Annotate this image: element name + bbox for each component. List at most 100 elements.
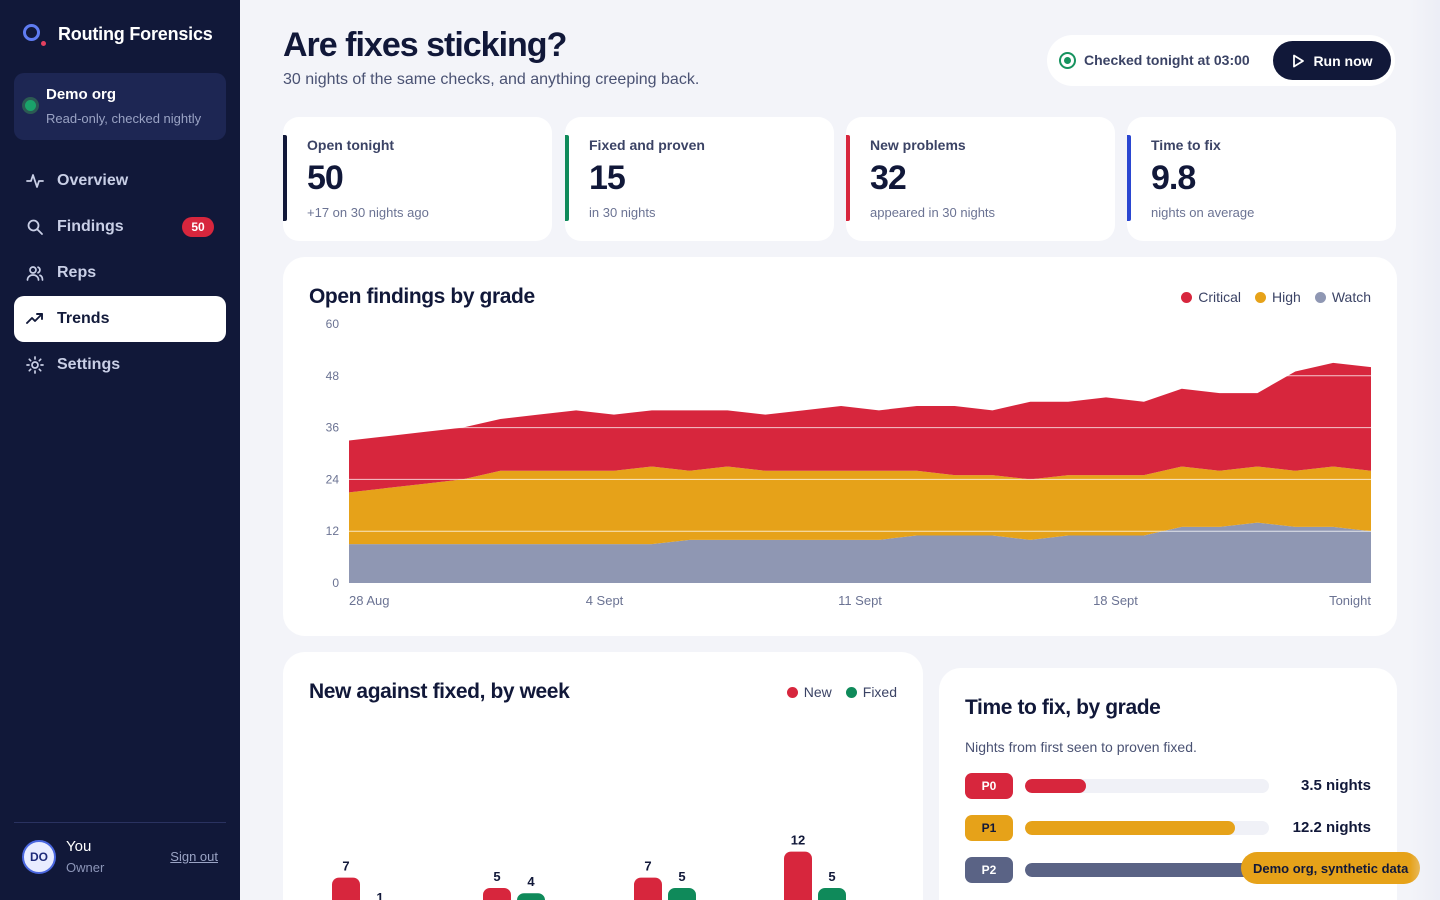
kpi-label: Time to fix: [1151, 137, 1221, 153]
run-now-label: Run now: [1313, 52, 1373, 69]
ttf-row-p2: P2: [965, 857, 1371, 883]
run-now-button[interactable]: Run now: [1273, 41, 1391, 80]
grade-tag: P1: [965, 815, 1013, 841]
sidebar-item-label: Trends: [57, 310, 110, 327]
kpi-value: 9.8: [1151, 159, 1196, 197]
kpi-accent: [1127, 135, 1131, 221]
sidebar-item-settings[interactable]: Settings: [14, 342, 226, 388]
kpi-sub: nights on average: [1151, 205, 1255, 220]
bar-value-label: 5: [828, 869, 835, 884]
kpi-value: 32: [870, 159, 907, 197]
chart-title: Open findings by grade: [309, 285, 535, 308]
sidebar-item-trends[interactable]: Trends: [14, 296, 226, 342]
bar-value-label: 4: [527, 874, 535, 889]
bar-new: [784, 851, 812, 900]
ttf-value: 3.5 nights: [1300, 777, 1371, 794]
area-series-watch: [349, 522, 1371, 583]
open-findings-area-chart: 0 12 24 36 48 60 28 Aug 4 Sept 11 Sept 18 Sept Ton…: [326, 317, 1372, 608]
gear-icon: [26, 356, 44, 374]
kpi-value: 50: [307, 159, 344, 197]
kpi-accent: [283, 135, 287, 221]
avatar[interactable]: DO: [22, 840, 56, 874]
kpi-accent: [846, 135, 850, 221]
sidebar-item-label: Reps: [57, 264, 97, 281]
trending-up-icon: [26, 310, 44, 328]
legend-item-new: New: [786, 684, 832, 700]
kpi-label: Open tonight: [307, 137, 395, 153]
y-tick-label: 36: [326, 421, 340, 435]
ttf-row-p1: P1 12.2 nights: [965, 815, 1371, 841]
kpi-time-to-fix: Time to fix 9.8 nights on average: [1127, 117, 1396, 241]
sidebar-item-findings[interactable]: Findings 50: [14, 204, 226, 250]
x-tick-label: 18 Sept: [1093, 593, 1138, 608]
ttf-fill: [1025, 863, 1257, 877]
bar-value-label: 1: [376, 890, 383, 900]
y-tick-label: 12: [326, 524, 340, 538]
org-switcher[interactable]: Demo org Read-only, checked nightly: [14, 73, 226, 140]
legend-label: Watch: [1331, 289, 1371, 305]
kpi-label: New problems: [870, 137, 966, 153]
page-subtitle: 30 nights of the same checks, and anythi…: [283, 71, 700, 88]
scroll-edge-shadow: [1410, 0, 1440, 900]
legend-item-high: High: [1255, 289, 1301, 305]
play-icon: [1293, 54, 1305, 67]
kpi-sub: in 30 nights: [589, 205, 656, 220]
users-icon: [26, 264, 44, 282]
legend-item-fixed: Fixed: [845, 684, 897, 700]
sidebar-item-overview[interactable]: Overview: [14, 158, 226, 204]
check-ok-icon: [1059, 52, 1076, 69]
kpi-open-tonight: Open tonight 50 +17 on 30 nights ago: [283, 117, 552, 241]
ttf-row-p0: P0 3.5 nights: [965, 773, 1371, 799]
bar-fixed: [517, 893, 545, 900]
bar-new: [634, 877, 662, 900]
page-title: Are fixes sticking?: [283, 26, 567, 64]
x-tick-label: 4 Sept: [586, 593, 624, 608]
bar-value-label: 7: [342, 859, 349, 874]
y-tick-label: 60: [326, 317, 340, 331]
check-status-text: Checked tonight at 03:00: [1084, 52, 1250, 68]
user-name: You: [66, 838, 92, 855]
ttf-track: [1025, 779, 1269, 793]
chart-legend: Critical High Watch: [1181, 289, 1371, 305]
brand-name: Routing Forensics: [58, 23, 213, 44]
search-icon: [26, 218, 44, 236]
kpi-sub: appeared in 30 nights: [870, 205, 996, 220]
grade-tag: P0: [965, 773, 1013, 799]
bar-value-label: 12: [791, 833, 805, 848]
y-tick-label: 0: [332, 576, 339, 590]
ttf-track: [1025, 821, 1269, 835]
demo-data-badge: Demo org, synthetic data: [1241, 852, 1421, 884]
bar-value-label: 5: [493, 869, 500, 884]
kpi-sub: +17 on 30 nights ago: [307, 205, 429, 220]
user-footer: DO You Owner Sign out: [14, 822, 226, 900]
chart-title: New against fixed, by week: [309, 680, 570, 703]
check-status-pill: Checked tonight at 03:00 Run now: [1047, 35, 1395, 86]
ttf-title: Time to fix, by grade: [965, 696, 1161, 719]
sidebar-item-label: Overview: [57, 172, 129, 189]
bar-value-label: 5: [678, 869, 685, 884]
legend-item-critical: Critical: [1181, 289, 1241, 305]
bar-fixed: [668, 888, 696, 900]
sidebar-item-reps[interactable]: Reps: [14, 250, 226, 296]
bar-fixed: [818, 888, 846, 900]
sidebar: Routing Forensics Demo org Read-only, ch…: [0, 0, 240, 900]
brand-logo-icon: [22, 22, 46, 46]
legend-label: Fixed: [862, 684, 897, 700]
brand[interactable]: Routing Forensics: [22, 22, 213, 46]
sidebar-nav: Overview Findings 50 Reps Trends Setting…: [14, 158, 226, 388]
kpi-accent: [565, 135, 569, 221]
org-subtitle: Read-only, checked nightly: [46, 111, 202, 126]
findings-count-badge: 50: [182, 217, 214, 237]
ttf-fill: [1025, 779, 1086, 793]
bar-value-label: 7: [644, 859, 651, 874]
new-vs-fixed-bar-chart: 7 1 5 4 7 5 12 5: [332, 833, 846, 900]
bar-new: [332, 877, 360, 900]
legend-label: Critical: [1198, 289, 1242, 305]
kpi-label: Fixed and proven: [589, 137, 705, 153]
open-findings-chart-card: Open findings by grade Critical High Wat…: [283, 257, 1397, 636]
kpi-fixed-proven: Fixed and proven 15 in 30 nights: [565, 117, 834, 241]
kpi-new-problems: New problems 32 appeared in 30 nights: [846, 117, 1115, 241]
bar-new: [483, 888, 511, 900]
x-tick-label: Tonight: [1329, 593, 1371, 608]
sign-out-link[interactable]: Sign out: [170, 849, 218, 864]
